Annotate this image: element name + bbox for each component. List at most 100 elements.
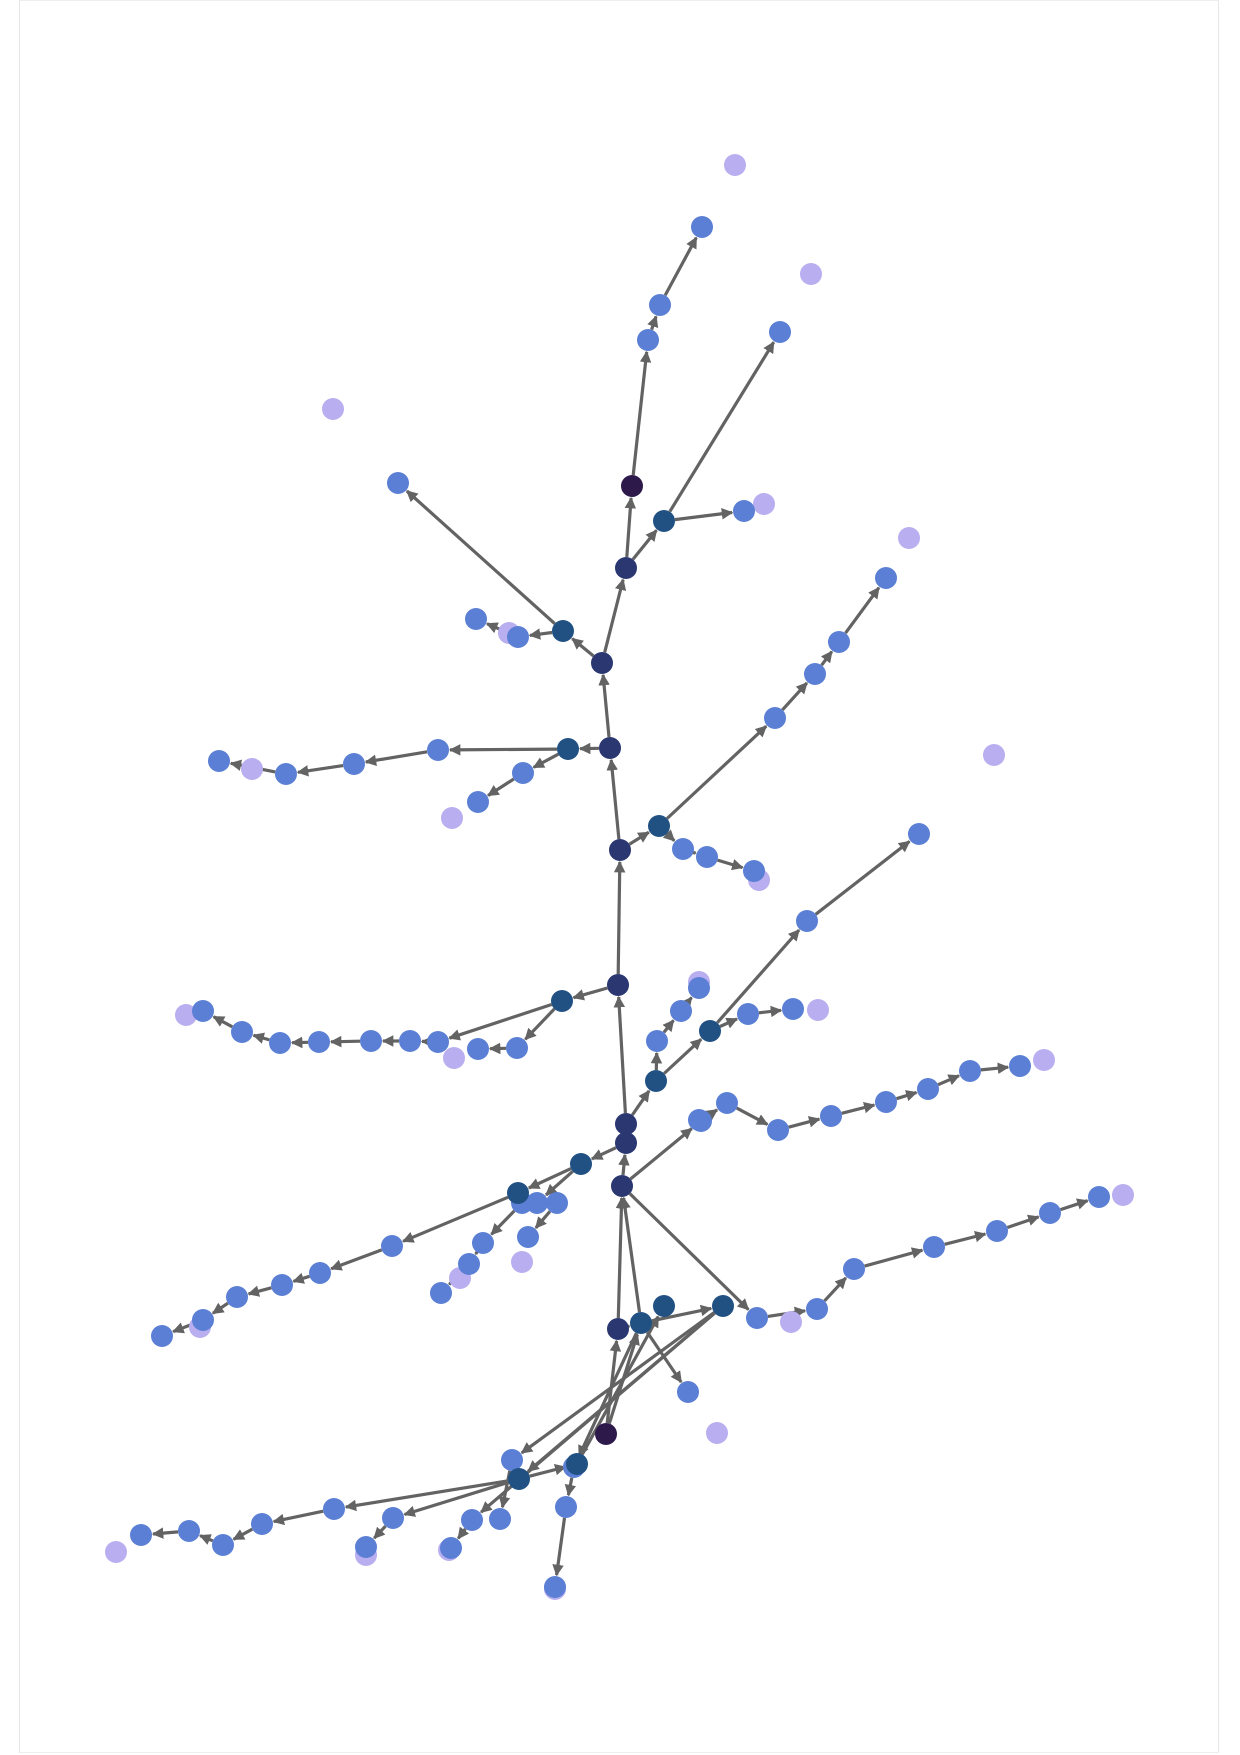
edge-arrow: [841, 1101, 876, 1115]
edge-arrow: [674, 508, 734, 522]
branch-node: [699, 1020, 721, 1042]
inner-node: [271, 1274, 293, 1296]
inner-node: [767, 1119, 789, 1141]
edge-arrow: [662, 829, 676, 842]
inner-node: [637, 329, 659, 351]
inner-node: [269, 1032, 291, 1054]
inner-node: [399, 1030, 421, 1052]
edge-arrow: [645, 1331, 683, 1384]
edge-arrow: [980, 1062, 1010, 1074]
edge-arrow: [663, 1038, 703, 1075]
edge-arrow: [630, 1089, 651, 1116]
edge-arrow: [864, 1247, 924, 1268]
leaf-node: [753, 493, 775, 515]
leaf-node: [241, 758, 263, 780]
leaf-node: [511, 1251, 533, 1273]
edge-arrow: [844, 586, 881, 635]
edge-arrow: [1006, 1214, 1040, 1230]
branch-node: [552, 620, 574, 642]
edge-arrow: [528, 628, 553, 640]
edge-arrow: [820, 650, 834, 667]
edge-arrow: [571, 637, 595, 658]
edge-arrow: [544, 1170, 574, 1197]
inner-node: [737, 1003, 759, 1025]
leaf-node: [443, 1047, 465, 1069]
edge-arrow: [212, 1015, 234, 1029]
inner-node: [828, 631, 850, 653]
edge-arrow: [647, 315, 659, 331]
inner-node: [544, 1576, 566, 1598]
inner-node: [465, 608, 487, 630]
inner-node: [467, 1038, 489, 1060]
edge-arrow: [758, 1005, 783, 1018]
edge-arrow: [814, 840, 911, 916]
inner-node: [986, 1220, 1008, 1242]
edge-arrow: [628, 830, 650, 846]
edge-arrow: [629, 1127, 693, 1181]
edge-arrow: [735, 1106, 769, 1126]
leaf-node: [780, 1311, 802, 1333]
inner-node: [804, 663, 826, 685]
edge-arrow: [668, 341, 776, 513]
inner-node: [688, 1109, 710, 1131]
edge-arrow: [247, 1285, 272, 1297]
edge-arrow: [520, 1311, 716, 1455]
inner-node: [507, 626, 529, 648]
edge-arrow: [781, 681, 809, 711]
edge-arrow: [666, 725, 768, 820]
branch-node: [566, 1453, 588, 1475]
inner-node: [696, 846, 718, 868]
branch-node: [648, 815, 670, 837]
inner-node: [427, 739, 449, 761]
inner-node: [875, 567, 897, 589]
branch-node: [712, 1295, 734, 1317]
inner-node: [764, 707, 786, 729]
edge-arrow: [662, 1019, 675, 1034]
inner-node: [472, 1232, 494, 1254]
branch-node: [508, 1468, 530, 1490]
inner-node: [688, 977, 710, 999]
edge-arrow: [580, 1315, 660, 1456]
inner-node: [843, 1258, 865, 1280]
edge-arrow: [619, 1196, 642, 1313]
edge-arrow: [823, 1276, 848, 1302]
branch-node: [653, 510, 675, 532]
inner-node: [178, 1520, 200, 1542]
hub-node: [591, 652, 613, 674]
leaf-node: [1112, 1184, 1134, 1206]
edge-arrow: [292, 1272, 310, 1284]
inner-node: [467, 791, 489, 813]
inner-node: [461, 1509, 483, 1531]
edge-arrow: [705, 1108, 719, 1121]
inner-node: [226, 1286, 248, 1308]
edge-arrow: [716, 928, 801, 1024]
inner-node: [382, 1507, 404, 1529]
inner-node: [555, 1496, 577, 1518]
inner-node: [677, 1381, 699, 1403]
edge-arrow: [524, 1007, 556, 1041]
node-layer: [105, 154, 1134, 1600]
inner-node: [458, 1253, 480, 1275]
inner-node: [672, 838, 694, 860]
diagram-frame: [19, 0, 1219, 1753]
edge-arrow: [1060, 1198, 1089, 1212]
edge-arrow: [151, 1527, 179, 1539]
inner-node: [501, 1449, 523, 1471]
leaf-node: [105, 1541, 127, 1563]
edge-arrow: [624, 496, 637, 558]
inner-node: [192, 1000, 214, 1022]
branch-node: [507, 1182, 529, 1204]
edge-arrow: [606, 758, 621, 840]
edge-arrow: [788, 1116, 821, 1129]
inner-node: [923, 1236, 945, 1258]
inner-node: [649, 294, 671, 316]
branch-node: [630, 1312, 652, 1334]
inner-node: [517, 1226, 539, 1248]
leaf-node: [175, 1004, 197, 1026]
leaf-node: [807, 999, 829, 1021]
leaf-node: [983, 744, 1005, 766]
edge-arrow: [896, 1090, 918, 1102]
edge-arrow: [211, 1301, 229, 1315]
inner-node: [716, 1092, 738, 1114]
inner-node: [691, 216, 713, 238]
